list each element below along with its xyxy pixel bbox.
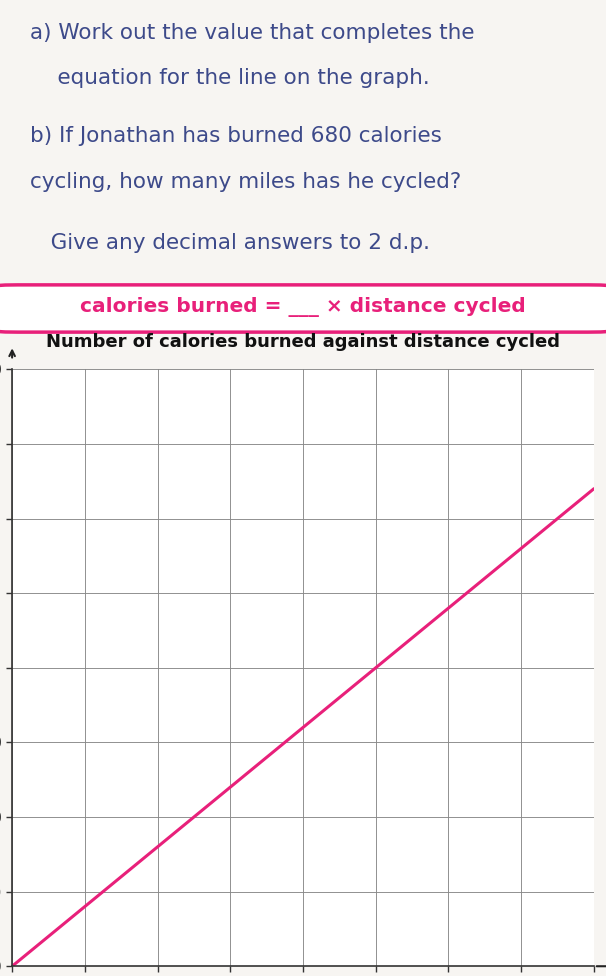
- Text: Number of calories burned against distance cycled: Number of calories burned against distan…: [46, 333, 560, 350]
- Text: calories burned = ___ × distance cycled: calories burned = ___ × distance cycled: [80, 297, 526, 316]
- Text: cycling, how many miles has he cycled?: cycling, how many miles has he cycled?: [30, 172, 461, 191]
- Text: Give any decimal answers to 2 d.p.: Give any decimal answers to 2 d.p.: [30, 232, 430, 253]
- Text: equation for the line on the graph.: equation for the line on the graph.: [30, 68, 429, 89]
- Text: a) Work out the value that completes the: a) Work out the value that completes the: [30, 22, 474, 43]
- Text: b) If Jonathan has burned 680 calories: b) If Jonathan has burned 680 calories: [30, 126, 441, 146]
- FancyBboxPatch shape: [0, 285, 606, 332]
